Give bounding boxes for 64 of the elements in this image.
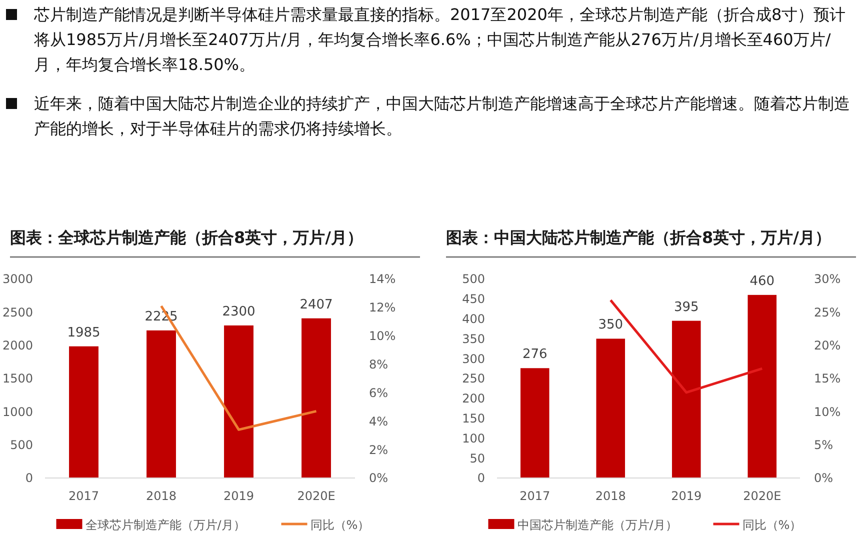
x-tick-label: 2020E [297,489,336,503]
data-label: 350 [598,318,624,333]
y2-tick-label: 10% [369,329,396,344]
y2-tick-label: 0% [814,471,834,486]
text: 近年来，随着中国大陆芯片制造企业的持续扩产，中国大陆芯片制造产能增速高于全球芯片产能增速。随着芯片制造产能的增长，对于半导体硅片的需求仍将持续增长。 [34,93,851,140]
x-tick-label: 2017 [520,489,550,503]
data-label: 395 [674,300,699,315]
y2-tick-label: 8% [369,357,388,372]
data-label: 460 [750,274,775,289]
y-tick-label: 2000 [2,338,33,353]
y2-tick-label: 20% [814,338,841,353]
y2-tick-label: 0% [369,471,388,486]
x-tick-label: 2019 [671,489,702,503]
y-tick-label: 2500 [2,305,33,320]
y-tick-label: 3000 [2,272,33,286]
bar [672,320,701,478]
legend-label: 同比（%） [742,518,802,532]
y2-tick-label: 4% [369,414,388,428]
x-tick-label: 2019 [223,489,254,503]
x-tick-label: 2018 [595,489,626,503]
y-tick-label: 200 [462,392,485,406]
bar [69,346,98,478]
y-tick-label: 400 [462,312,485,326]
y-tick-label: 0 [477,471,485,486]
y-tick-label: 500 [10,438,33,452]
bar [748,294,777,478]
bar [224,325,254,478]
bar [302,318,331,478]
y2-tick-label: 12% [369,300,396,315]
legend-label: 同比（%） [310,518,370,532]
y2-tick-label: 14% [369,272,396,286]
y-tick-label: 350 [462,332,485,346]
bar [596,338,626,478]
data-label: 2407 [300,297,333,312]
x-tick-label: 2020E [743,489,782,503]
bar [146,330,176,478]
data-label: 2300 [222,304,256,320]
legend-label: 全球芯片制造产能（万片/月） [85,518,246,532]
y-tick-label: 300 [462,352,485,366]
y-tick-label: 250 [462,372,485,386]
y-tick-label: 0 [25,471,33,486]
y2-tick-label: 5% [814,438,834,452]
y2-tick-label: 15% [814,372,841,386]
y2-tick-label: 2% [369,442,388,457]
y2-tick-label: 25% [814,305,841,320]
chart-title: 图表：中国大陆芯片制造产能（折合8英寸，万片/月） [446,228,831,247]
y-tick-label: 1500 [2,372,33,386]
bar [520,368,550,478]
y-tick-label: 500 [462,272,485,286]
text: 芯片制造产能情况是判断半导体硅片需求量最直接的指标。2017至2020年，全球芯片制造产能（折合成8寸）预计将从1985万片/月增长至2407万片/月，年均复合增长率6.6%；中国芯片制造产能从276万片/月增长至460万片/月，年均复合增长率18.50%。 [34,4,847,76]
y2-tick-label: 6% [369,386,388,400]
chart-title: 图表：全球芯片制造产能（折合8英寸，万片/月） [10,228,363,247]
y2-tick-label: 30% [814,272,841,286]
y2-tick-label: 10% [814,404,841,419]
y-tick-label: 50 [470,451,485,466]
y-tick-label: 150 [462,412,485,426]
y-tick-label: 450 [462,292,485,306]
y-tick-label: 1000 [2,404,33,419]
legend-label: 中国芯片制造产能（万片/月） [517,518,678,532]
data-label: 276 [522,347,548,362]
data-label: 1985 [67,325,100,340]
x-tick-label: 2017 [68,489,100,503]
y-tick-label: 100 [462,431,485,446]
x-tick-label: 2018 [146,489,177,503]
